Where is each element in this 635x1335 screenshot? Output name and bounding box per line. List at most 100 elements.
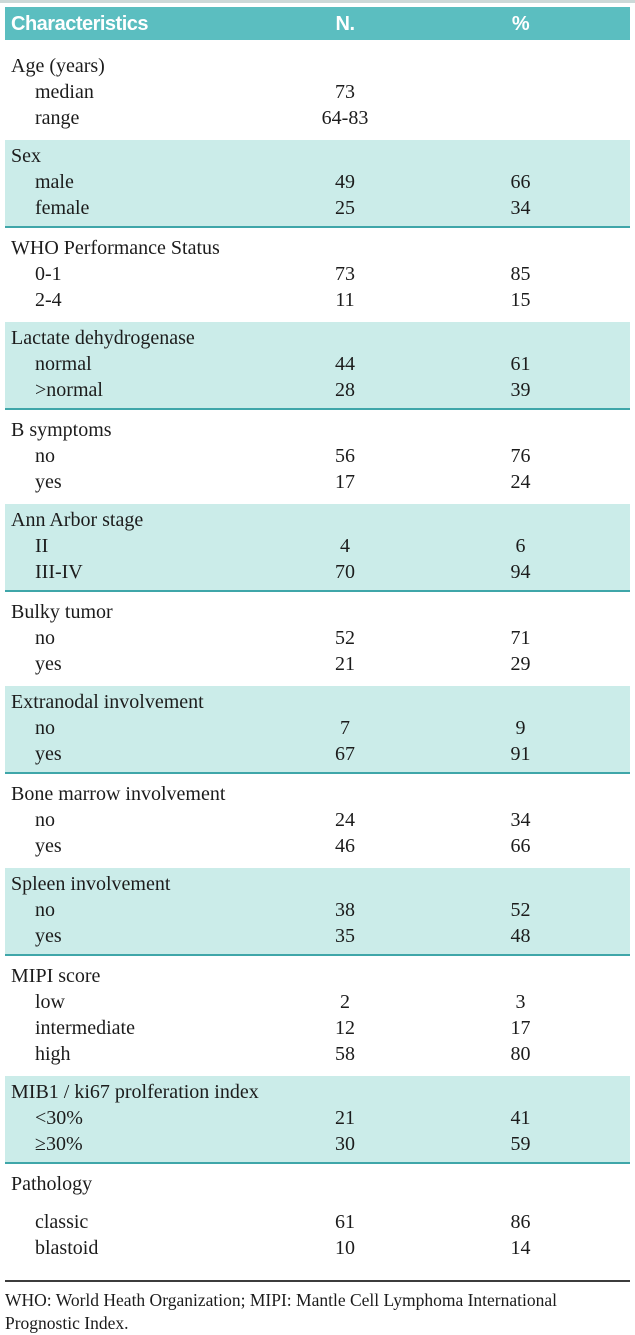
row-label: 0-1 bbox=[35, 263, 62, 285]
row-label: <30% bbox=[35, 1107, 83, 1129]
table-section: WHO Performance Status 0-1 73 85 2-4 11 15 bbox=[5, 228, 630, 322]
table-section: Lactate dehydrogenase normal 44 61 >normal 28… bbox=[5, 322, 630, 410]
section-heading: Extranodal involvement bbox=[11, 691, 204, 713]
row-n-value: 64-83 bbox=[321, 107, 369, 129]
row-n-value: 35 bbox=[335, 925, 355, 947]
section-heading: WHO Performance Status bbox=[11, 237, 220, 259]
page-top-rule bbox=[0, 0, 635, 3]
row-n-value: 12 bbox=[335, 1017, 355, 1039]
table-row: low 2 3 bbox=[5, 989, 630, 1015]
section-heading-row: MIB1 / ki67 prolferation index bbox=[5, 1079, 630, 1105]
row-n-value: 11 bbox=[335, 289, 355, 311]
row-label: yes bbox=[35, 471, 62, 493]
table-section: Ann Arbor stage II 4 6 III-IV 70 94 bbox=[5, 504, 630, 592]
table-row: intermediate 12 17 bbox=[5, 1015, 630, 1041]
row-percent-value: 48 bbox=[510, 925, 531, 947]
table-row: >normal 28 39 bbox=[5, 377, 630, 403]
row-label: classic bbox=[35, 1211, 89, 1233]
table-section: MIB1 / ki67 prolferation index <30% 21 41 ≥3… bbox=[5, 1076, 630, 1164]
row-label: yes bbox=[35, 653, 62, 675]
row-n-value: 61 bbox=[335, 1211, 355, 1233]
table-section: Pathology classic 61 86 blastoid 10 14 bbox=[5, 1164, 630, 1270]
row-percent-value: 39 bbox=[510, 379, 531, 401]
row-label: no bbox=[35, 627, 55, 649]
table-section: Spleen involvement no 38 52 yes 35 48 bbox=[5, 868, 630, 956]
row-percent-value: 94 bbox=[510, 561, 531, 583]
section-heading-row: Spleen involvement bbox=[5, 871, 630, 897]
row-percent-value: 3 bbox=[515, 991, 526, 1013]
row-n-value: 4 bbox=[340, 535, 350, 557]
row-n-value: 17 bbox=[335, 471, 355, 493]
row-label: range bbox=[35, 107, 80, 129]
row-label: >normal bbox=[35, 379, 103, 401]
row-percent-value: 61 bbox=[510, 353, 531, 375]
row-n-value: 24 bbox=[335, 809, 355, 831]
row-percent-value: 41 bbox=[510, 1107, 531, 1129]
row-percent-value: 85 bbox=[510, 263, 531, 285]
section-heading-row: MIPI score bbox=[5, 963, 630, 989]
row-label: median bbox=[35, 81, 94, 103]
table-row: no 24 34 bbox=[5, 807, 630, 833]
row-n-value: 21 bbox=[335, 1107, 355, 1129]
row-n-value: 30 bbox=[335, 1133, 355, 1155]
row-percent-value: 34 bbox=[510, 197, 531, 219]
table-row: yes 67 91 bbox=[5, 741, 630, 767]
section-heading: MIB1 / ki67 prolferation index bbox=[11, 1081, 259, 1103]
section-heading-row: Lactate dehydrogenase bbox=[5, 325, 630, 351]
row-label: no bbox=[35, 809, 55, 831]
table-row: no 38 52 bbox=[5, 897, 630, 923]
section-heading: Bone marrow involvement bbox=[11, 783, 226, 805]
table-section: Bone marrow involvement no 24 34 yes 46 66 bbox=[5, 774, 630, 868]
section-heading: Sex bbox=[11, 145, 41, 167]
table-row: yes 35 48 bbox=[5, 923, 630, 949]
row-percent-value: 9 bbox=[515, 717, 526, 739]
row-percent-value: 71 bbox=[510, 627, 531, 649]
row-percent-value: 66 bbox=[510, 171, 531, 193]
row-percent-value: 80 bbox=[510, 1043, 531, 1065]
row-percent-value: 17 bbox=[510, 1017, 531, 1039]
row-label: female bbox=[35, 197, 90, 219]
table-row: range 64-83 bbox=[5, 105, 630, 131]
section-heading: Bulky tumor bbox=[11, 601, 113, 623]
section-heading: Lactate dehydrogenase bbox=[11, 327, 195, 349]
table-row: II 4 6 bbox=[5, 533, 630, 559]
row-n-value: 73 bbox=[335, 81, 355, 103]
row-percent-value: 34 bbox=[510, 809, 531, 831]
table-row: yes 17 24 bbox=[5, 469, 630, 495]
table-section: Extranodal involvement no 7 9 yes 67 91 bbox=[5, 686, 630, 774]
row-label: yes bbox=[35, 743, 62, 765]
table-row: classic 61 86 bbox=[5, 1209, 630, 1235]
section-heading-row: Ann Arbor stage bbox=[5, 507, 630, 533]
row-percent-value: 76 bbox=[510, 445, 531, 467]
row-label: 2-4 bbox=[35, 289, 62, 311]
table-section: Sex male 49 66 female 25 34 bbox=[5, 140, 630, 228]
row-label: yes bbox=[35, 835, 62, 857]
row-n-value: 70 bbox=[335, 561, 355, 583]
table-row: female 25 34 bbox=[5, 195, 630, 221]
section-heading: Pathology bbox=[11, 1173, 93, 1195]
section-heading: B symptoms bbox=[11, 419, 112, 441]
table-row: ≥30% 30 59 bbox=[5, 1131, 630, 1157]
row-n-value: 58 bbox=[335, 1043, 355, 1065]
table-row: male 49 66 bbox=[5, 169, 630, 195]
section-heading-row: Pathology bbox=[5, 1171, 630, 1197]
section-heading-row: Sex bbox=[5, 143, 630, 169]
section-heading-row: B symptoms bbox=[5, 417, 630, 443]
row-n-value: 52 bbox=[335, 627, 355, 649]
table-row: no 56 76 bbox=[5, 443, 630, 469]
table-row: no 7 9 bbox=[5, 715, 630, 741]
row-n-value: 25 bbox=[335, 197, 355, 219]
section-heading-row: Age (years) bbox=[5, 53, 630, 79]
row-percent-value: 52 bbox=[510, 899, 531, 921]
table-row: yes 21 29 bbox=[5, 651, 630, 677]
row-n-value: 10 bbox=[335, 1237, 355, 1259]
section-heading: MIPI score bbox=[11, 965, 101, 987]
row-n-value: 44 bbox=[335, 353, 355, 375]
row-n-value: 2 bbox=[340, 991, 350, 1013]
table-row: high 58 80 bbox=[5, 1041, 630, 1067]
table-row: normal 44 61 bbox=[5, 351, 630, 377]
table-row: median 73 bbox=[5, 79, 630, 105]
section-heading: Age (years) bbox=[11, 55, 105, 77]
row-label: II bbox=[35, 535, 49, 557]
table-row: no 52 71 bbox=[5, 625, 630, 651]
